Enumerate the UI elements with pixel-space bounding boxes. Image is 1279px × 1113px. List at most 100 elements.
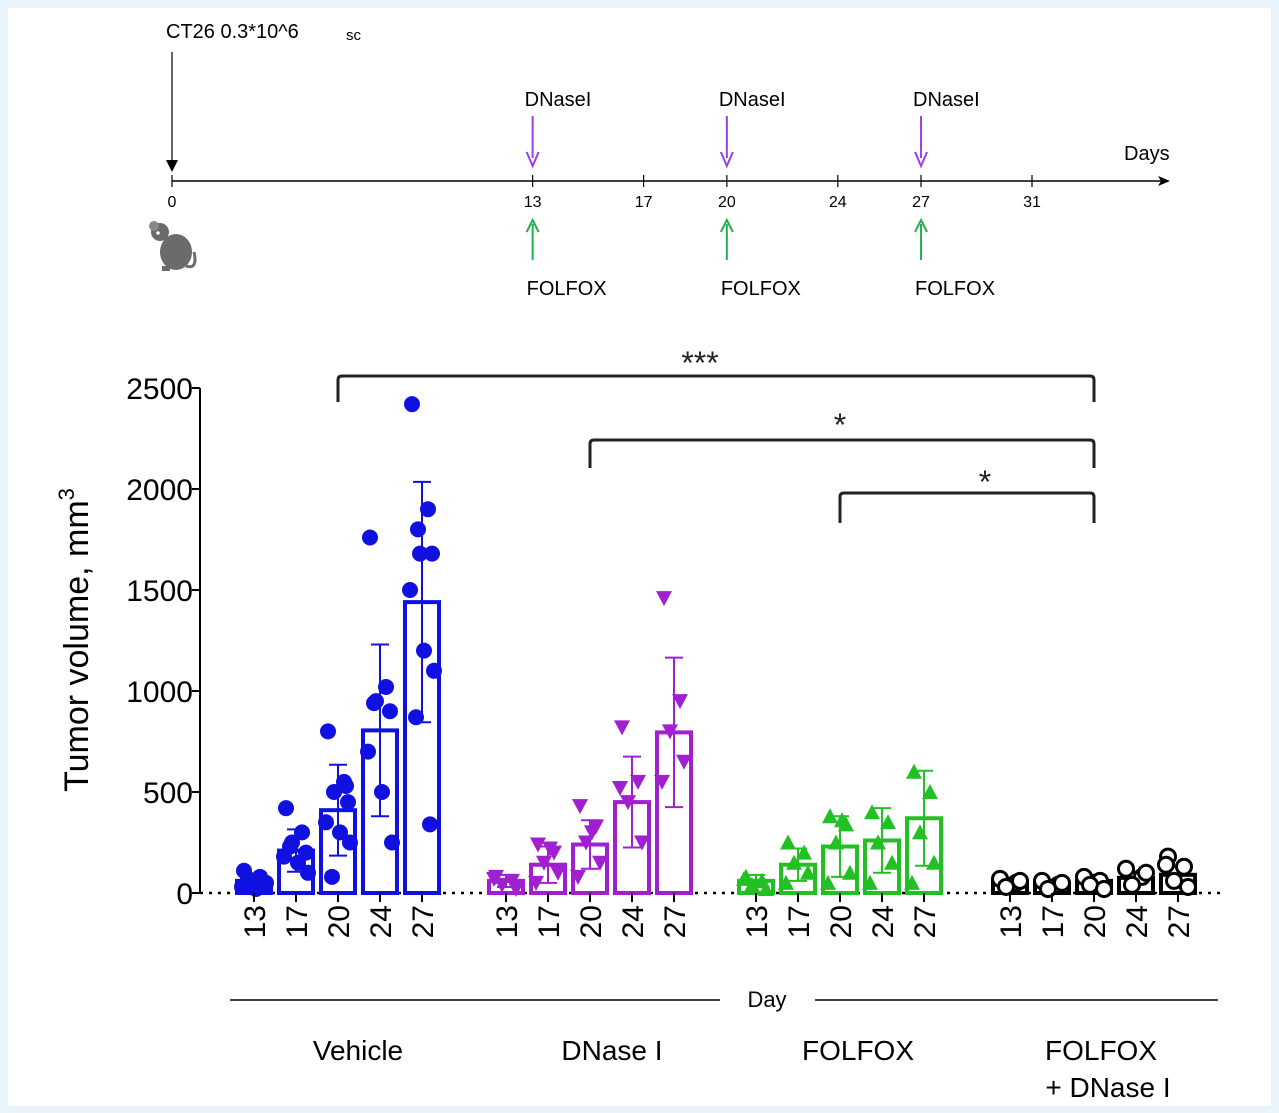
data-point: [382, 703, 398, 720]
x-tick-label: 27: [1163, 905, 1196, 938]
data-point: [410, 521, 426, 538]
bar-groups: [234, 396, 1197, 898]
data-point: [420, 501, 436, 518]
dnase-arrowhead: [719, 151, 734, 169]
data-point: [796, 844, 812, 860]
data-point: [822, 808, 838, 824]
tumor-volume-chart: 0 500 1000 1500 2000 2500 Tumor volume, mm3 1…: [54, 345, 1222, 1103]
x-tick-label: 27: [659, 905, 692, 938]
x-tick-label: 13: [741, 905, 774, 938]
data-point: [912, 824, 928, 840]
data-point: [834, 812, 850, 828]
data-point: [402, 582, 418, 598]
x-tick-label: 24: [1121, 905, 1154, 938]
data-point: [572, 799, 588, 815]
figure-panel: [8, 8, 1271, 1106]
data-point: [870, 834, 886, 850]
y-axis-label-superscript: 3: [54, 488, 79, 500]
y-tick-label: 2000: [126, 474, 193, 507]
group-label-vehicle: Vehicle: [313, 1035, 403, 1066]
data-point: [332, 824, 348, 841]
data-point: [384, 834, 400, 851]
x-tick-label: 20: [1079, 905, 1112, 938]
x-tick-label: 24: [867, 905, 900, 938]
data-point: [656, 591, 672, 607]
x-tick-label: 17: [783, 905, 816, 938]
data-point: [842, 864, 858, 880]
data-point: [758, 880, 774, 896]
data-point: [342, 834, 358, 851]
data-point: [416, 642, 432, 659]
bar-group: [991, 847, 1197, 898]
dnase-arrowhead: [914, 151, 928, 169]
x-tick-label: 13: [491, 905, 524, 938]
data-point: [780, 834, 796, 850]
inoculation-label: CT26 0.3*10^6: [166, 21, 299, 43]
dnase-arrowhead: [525, 151, 540, 169]
data-point: [1175, 857, 1193, 876]
data-point: [340, 794, 356, 811]
data-point: [338, 777, 354, 794]
data-point: [360, 743, 376, 760]
data-point: [736, 870, 752, 886]
x-tick-label: 13: [239, 905, 272, 938]
dnase-label: DNaseI: [525, 89, 592, 111]
data-point: [542, 841, 558, 857]
timeline-tick-label: 20: [718, 194, 736, 211]
data-point: [614, 720, 630, 736]
data-point: [362, 529, 378, 546]
data-point: [1095, 879, 1113, 898]
folfox-arrowhead: [719, 217, 734, 233]
significance-label: *: [979, 464, 991, 500]
dnase-label: DNaseI: [719, 89, 786, 111]
y-tick-labels: 0 500 1000 1500 2000 2500: [126, 373, 193, 911]
dnase-label: DNaseI: [913, 89, 980, 111]
data-point: [906, 763, 922, 779]
data-point: [862, 874, 878, 890]
data-point: [320, 723, 336, 740]
data-point: [820, 874, 836, 890]
significance-bracket: [588, 438, 1096, 468]
data-point: [1137, 863, 1155, 882]
data-point: [570, 869, 586, 885]
data-point: [494, 877, 510, 893]
timeline-tick-label: 31: [1023, 194, 1041, 211]
data-point: [282, 838, 298, 855]
data-point: [424, 545, 440, 562]
data-point: [630, 774, 646, 790]
inoculation-route: sc: [346, 27, 362, 44]
data-point: [578, 835, 594, 851]
folfox-label: FOLFOX: [527, 278, 607, 300]
mouse-icon: [149, 221, 197, 271]
data-point: [584, 825, 600, 841]
timeline-tick-label: 13: [524, 194, 542, 211]
significance-bracket: [838, 491, 1096, 523]
x-tick-label: 20: [323, 905, 356, 938]
data-point: [662, 724, 678, 740]
bar-group: [234, 396, 442, 897]
data-point: [504, 873, 520, 889]
significance-brackets: *****: [336, 345, 1096, 523]
data-point: [654, 774, 670, 790]
data-point: [530, 837, 546, 853]
data-point: [290, 854, 306, 871]
folfox-arrowhead: [914, 217, 928, 233]
x-tick-label: 20: [575, 905, 608, 938]
significance-label: ***: [681, 345, 718, 381]
data-point: [864, 804, 880, 820]
data-point: [1053, 873, 1071, 892]
data-point: [508, 881, 524, 897]
timeline-tick-label: 27: [912, 194, 930, 211]
significance-bracket: [336, 374, 1096, 402]
timeline-tick-label: 17: [635, 194, 653, 211]
data-point: [778, 874, 794, 890]
y-tick-label: 1500: [126, 575, 193, 608]
y-tick-label: 500: [143, 777, 193, 810]
data-point: [1011, 871, 1029, 890]
data-point: [672, 694, 688, 710]
data-point: [258, 874, 274, 891]
x-tick-label: 17: [1037, 905, 1070, 938]
data-point: [300, 864, 316, 881]
x-tick-label: 24: [617, 905, 650, 938]
group-label-dnase: DNase I: [561, 1035, 662, 1066]
